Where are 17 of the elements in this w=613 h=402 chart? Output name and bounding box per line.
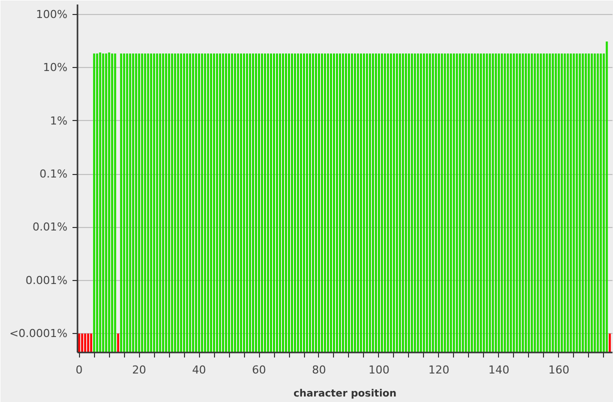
y-tick-label: 0.01%: [32, 220, 68, 234]
x-tick-label: 40: [192, 364, 206, 376]
x-tick-label: 100: [368, 364, 390, 376]
y-tick-label: 0.1%: [40, 168, 68, 181]
x-tick-label: 20: [132, 364, 146, 376]
y-tick-label: 100%: [36, 8, 68, 21]
x-axis-title: character position: [294, 388, 396, 400]
y-tick-label: 10%: [43, 61, 68, 74]
x-tick-label: 80: [312, 364, 326, 376]
x-tick-label: 140: [488, 364, 510, 376]
x-tick-label: 60: [252, 364, 266, 376]
y-tick-label: 1%: [50, 114, 68, 128]
y-tick-label: 0.001%: [26, 274, 68, 287]
x-tick-label: 160: [548, 364, 570, 376]
x-tick-label: 120: [428, 364, 450, 376]
y-tick-label: <0.0001%: [9, 327, 68, 340]
x-tick-label: 0: [76, 364, 83, 376]
